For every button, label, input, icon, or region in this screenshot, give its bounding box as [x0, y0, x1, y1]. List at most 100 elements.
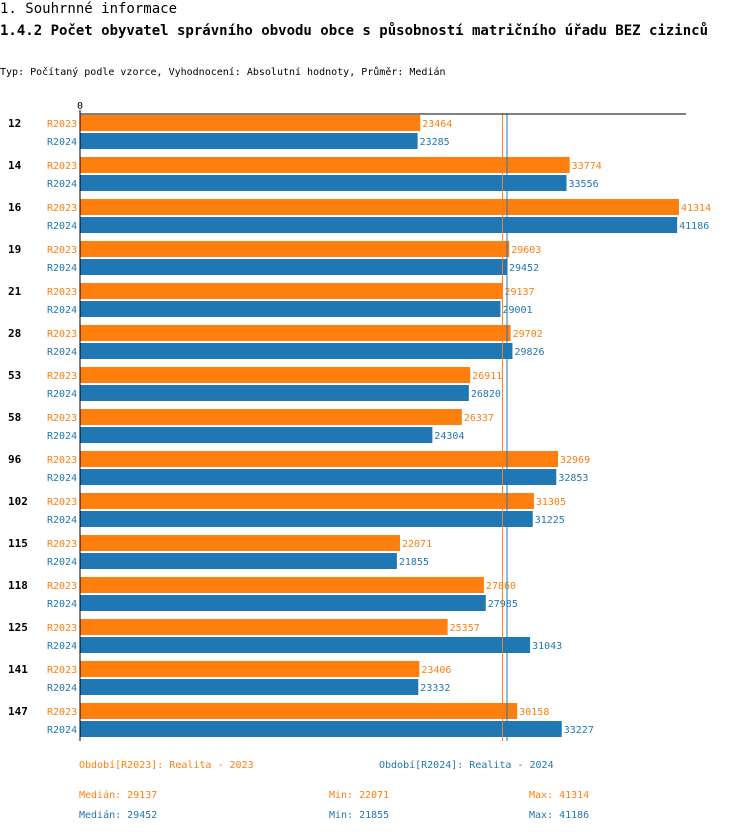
bar-r2023	[80, 409, 462, 425]
series-label: R2024	[47, 137, 77, 148]
section-heading: 1. Souhrnné informace	[0, 1, 178, 17]
max-r2024: Max: 41186	[529, 810, 590, 821]
value-label: 29603	[511, 245, 541, 256]
series-label: R2023	[47, 707, 77, 718]
category-label: 14	[8, 159, 22, 172]
value-label: 41314	[681, 203, 711, 214]
bar-r2023	[80, 535, 401, 551]
bar-r2024	[80, 721, 562, 737]
series-label: R2023	[47, 455, 77, 466]
series-label: R2023	[47, 539, 77, 550]
series-label: R2024	[47, 263, 77, 274]
bar-r2023	[80, 703, 518, 719]
series-label: R2024	[47, 179, 77, 190]
category-label: 125	[8, 621, 28, 634]
category-label: 115	[8, 537, 28, 550]
category-label: 58	[8, 411, 21, 424]
value-label: 29702	[513, 329, 543, 340]
value-label: 24304	[434, 431, 464, 442]
bar-r2023	[80, 325, 511, 341]
value-label: 32969	[560, 455, 590, 466]
series-label: R2024	[47, 389, 77, 400]
series-label: R2023	[47, 581, 77, 592]
value-label: 22071	[402, 539, 432, 550]
bar-chart: 0 12 R2023 23464 R2024 23285 14 R2023 33774 R2024…	[8, 101, 711, 741]
series-label: R2024	[47, 557, 77, 568]
value-label: 31043	[532, 641, 562, 652]
bar-r2024	[80, 343, 513, 359]
bar-r2023	[80, 661, 420, 677]
bar-r2023	[80, 283, 503, 299]
bar-r2024	[80, 553, 397, 569]
category-label: 118	[8, 579, 28, 592]
series-label: R2023	[47, 245, 77, 256]
series-label: R2024	[47, 221, 77, 232]
series-label: R2023	[47, 161, 77, 172]
category-label: 28	[8, 327, 21, 340]
min-r2024: Min: 21855	[329, 810, 390, 821]
bar-r2023	[80, 199, 679, 215]
value-label: 25357	[450, 623, 480, 634]
axis-zero-label: 0	[77, 101, 83, 112]
value-label: 27860	[486, 581, 516, 592]
series-label: R2023	[47, 623, 77, 634]
series-label: R2024	[47, 305, 77, 316]
category-label: 12	[8, 117, 21, 130]
bar-r2024	[80, 595, 486, 611]
value-label: 31225	[535, 515, 565, 526]
value-label: 29452	[509, 263, 539, 274]
value-label: 30158	[519, 707, 549, 718]
bar-r2024	[80, 427, 433, 443]
series-label: R2024	[47, 725, 77, 736]
bar-r2023	[80, 157, 570, 173]
min-r2023: Min: 22071	[329, 790, 390, 801]
value-label: 29826	[514, 347, 544, 358]
max-r2023: Max: 41314	[529, 790, 590, 801]
value-label: 23464	[422, 119, 452, 130]
bar-r2023	[80, 367, 471, 383]
bar-r2024	[80, 385, 469, 401]
value-label: 29137	[504, 287, 534, 298]
bar-r2024	[80, 511, 533, 527]
value-label: 26911	[472, 371, 502, 382]
bar-r2023	[80, 241, 510, 257]
series-label: R2024	[47, 599, 77, 610]
series-label: R2023	[47, 203, 77, 214]
bar-r2024	[80, 133, 418, 149]
series-label: R2024	[47, 641, 77, 652]
value-label: 33774	[572, 161, 602, 172]
category-label: 141	[8, 663, 28, 676]
series-label: R2024	[47, 515, 77, 526]
median-r2024: Medián: 29452	[79, 810, 158, 821]
chart-title: 1.4.2 Počet obyvatel správního obvodu ob…	[0, 23, 709, 39]
series-label: R2024	[47, 431, 77, 442]
value-label: 21855	[399, 557, 429, 568]
value-label: 41186	[679, 221, 709, 232]
value-label: 33556	[569, 179, 599, 190]
category-label: 147	[8, 705, 28, 718]
bar-r2023	[80, 619, 448, 635]
bar-r2024	[80, 469, 557, 485]
bar-r2023	[80, 451, 559, 467]
value-label: 26820	[471, 389, 501, 400]
legend-r2023: Období[R2023]: Realita - 2023	[79, 760, 254, 771]
bar-r2023	[80, 493, 534, 509]
value-label: 33227	[564, 725, 594, 736]
series-label: R2023	[47, 665, 77, 676]
value-label: 32853	[558, 473, 588, 484]
value-label: 23332	[420, 683, 450, 694]
bar-r2024	[80, 175, 567, 191]
bar-r2024	[80, 259, 508, 275]
series-label: R2024	[47, 683, 77, 694]
value-label: 23406	[421, 665, 451, 676]
bar-r2023	[80, 115, 421, 131]
series-label: R2024	[47, 473, 77, 484]
category-label: 96	[8, 453, 22, 466]
series-label: R2024	[47, 347, 77, 358]
series-label: R2023	[47, 371, 77, 382]
bar-r2024	[80, 217, 678, 233]
series-label: R2023	[47, 329, 77, 340]
series-label: R2023	[47, 497, 77, 508]
value-label: 26337	[464, 413, 494, 424]
series-label: R2023	[47, 119, 77, 130]
